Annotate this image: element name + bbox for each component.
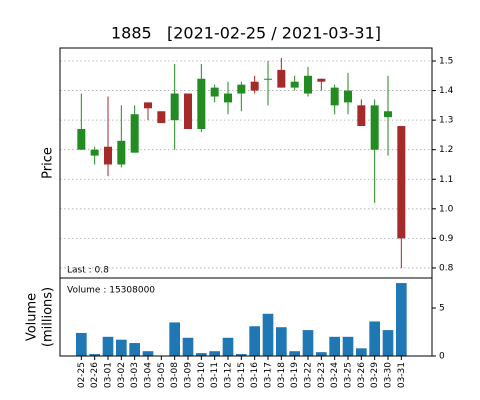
volume-bar bbox=[169, 322, 180, 356]
volume-bar bbox=[302, 330, 314, 356]
volume-bar bbox=[182, 337, 194, 356]
candle-body bbox=[130, 114, 139, 153]
y-tick-label: 0 bbox=[439, 352, 445, 362]
candle-body bbox=[197, 78, 206, 130]
volume-bar bbox=[329, 336, 340, 356]
candle-body bbox=[77, 129, 86, 150]
candle-body bbox=[357, 105, 366, 127]
candle-body bbox=[344, 90, 352, 103]
candle-body bbox=[250, 81, 259, 91]
volume-bar bbox=[396, 283, 407, 356]
candle-body bbox=[184, 93, 192, 130]
x-tick-label: 03-08 bbox=[170, 362, 180, 388]
candle-body bbox=[170, 93, 179, 121]
annotation: Volume : 15308000 bbox=[67, 286, 155, 296]
volume-bar bbox=[262, 313, 274, 356]
x-tick-label: 03-03 bbox=[130, 362, 140, 388]
volume-bar bbox=[102, 336, 114, 356]
x-tick-label: 03-19 bbox=[290, 362, 300, 388]
volume-bar bbox=[76, 332, 87, 356]
candle-body bbox=[397, 126, 406, 239]
x-tick-label: 03-01 bbox=[104, 362, 114, 388]
volume-bar bbox=[289, 351, 300, 356]
chart-title: 1885 [2021-02-25 / 2021-03-31] bbox=[111, 24, 381, 43]
volume-bar bbox=[222, 337, 234, 356]
y-tick-label: 1.3 bbox=[439, 116, 453, 126]
volume-bar bbox=[382, 330, 394, 356]
x-tick-label: 03-23 bbox=[317, 362, 327, 388]
x-tick-label: 03-15 bbox=[237, 362, 247, 388]
x-tick-label: 03-18 bbox=[277, 362, 287, 388]
y-tick-label: 1.4 bbox=[439, 86, 454, 96]
candle-body bbox=[224, 93, 232, 103]
candle-body bbox=[90, 149, 99, 156]
volume-bar bbox=[209, 351, 220, 356]
x-tick-label: 03-16 bbox=[250, 362, 260, 388]
candle-body bbox=[117, 140, 126, 165]
candle-body bbox=[317, 78, 326, 82]
candle-body bbox=[304, 75, 312, 94]
candle-body bbox=[264, 78, 272, 80]
y-tick-label: 1.1 bbox=[439, 175, 453, 185]
x-tick-label: 02-26 bbox=[90, 362, 100, 388]
y-axis-label: Price bbox=[41, 147, 56, 179]
candle-body bbox=[290, 81, 299, 88]
volume-bar bbox=[276, 327, 287, 356]
x-tick-label: 03-05 bbox=[157, 362, 167, 388]
candle-body bbox=[237, 84, 246, 94]
x-tick-label: 03-31 bbox=[397, 362, 407, 388]
x-tick-label: 03-30 bbox=[384, 362, 394, 388]
panel-frame bbox=[59, 277, 433, 357]
x-tick-label: 03-25 bbox=[344, 362, 354, 388]
volume-bar bbox=[236, 354, 247, 356]
volume-bar bbox=[142, 351, 154, 356]
y-tick-label: 5 bbox=[439, 304, 445, 314]
candle-body bbox=[104, 146, 112, 165]
candle-body bbox=[210, 87, 219, 97]
candle-body bbox=[144, 102, 152, 109]
volume-bar bbox=[249, 326, 260, 356]
candle-body bbox=[277, 69, 286, 88]
y-tick-label: 1.2 bbox=[439, 145, 453, 155]
panel-frame bbox=[59, 47, 433, 279]
x-tick-label: 03-11 bbox=[210, 362, 220, 388]
volume-bar bbox=[342, 336, 354, 356]
volume-bar bbox=[356, 348, 367, 356]
candle-body bbox=[384, 111, 392, 118]
candle-body bbox=[330, 87, 339, 106]
x-tick-label: 03-17 bbox=[264, 362, 274, 388]
x-tick-label: 03-12 bbox=[224, 362, 234, 388]
volume-bar bbox=[129, 343, 140, 356]
candle-body bbox=[157, 111, 166, 124]
x-tick-label: 03-22 bbox=[304, 362, 314, 388]
volume-bar bbox=[116, 339, 127, 356]
volume-bar bbox=[196, 353, 207, 356]
volume-bar bbox=[316, 352, 327, 356]
y-axis-label: (millions) bbox=[41, 287, 56, 347]
x-tick-label: 03-29 bbox=[370, 362, 380, 388]
x-tick-label: 03-10 bbox=[197, 362, 207, 388]
y-tick-label: 0.9 bbox=[439, 234, 454, 244]
y-axis-label: Volume bbox=[25, 293, 40, 341]
x-tick-label: 03-02 bbox=[117, 362, 127, 388]
annotation: Last : 0.8 bbox=[67, 266, 109, 276]
x-tick-label: 03-26 bbox=[357, 362, 367, 388]
candle-body bbox=[370, 105, 379, 150]
volume-bar bbox=[369, 321, 380, 356]
x-tick-label: 03-04 bbox=[144, 362, 154, 388]
y-tick-label: 1.0 bbox=[439, 204, 454, 214]
x-tick-label: 02-25 bbox=[77, 362, 87, 388]
x-tick-label: 03-09 bbox=[184, 362, 194, 388]
y-tick-label: 0.8 bbox=[439, 263, 454, 273]
x-tick-label: 03-24 bbox=[330, 362, 340, 388]
y-tick-label: 1.5 bbox=[439, 57, 453, 67]
volume-bar bbox=[89, 354, 100, 356]
